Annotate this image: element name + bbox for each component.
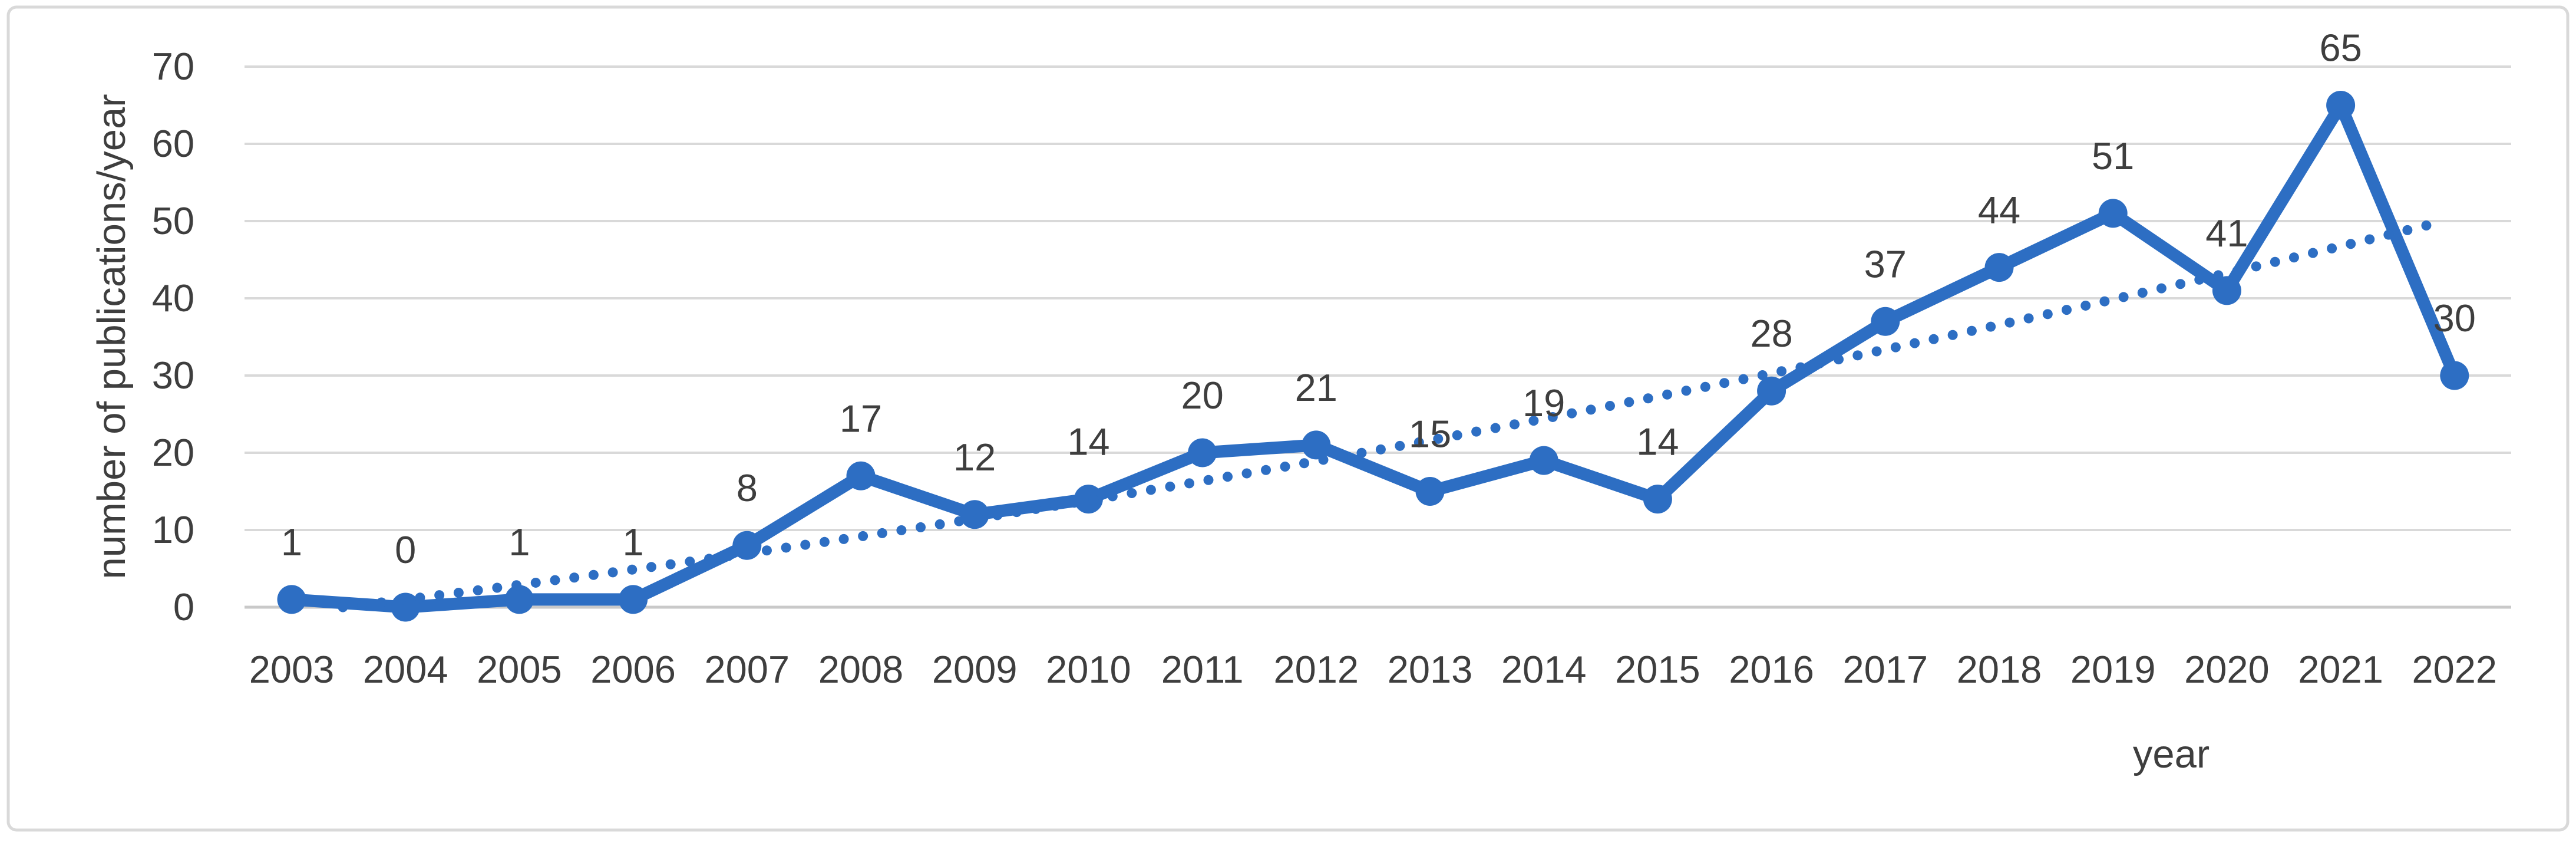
x-tick-2019: 2019 [2070, 648, 2156, 691]
y-axis-tick-labels: 0 10 20 30 40 50 60 70 [152, 45, 194, 628]
marker-2022 [2440, 361, 2469, 390]
marker-2007 [732, 531, 762, 560]
marker-2019 [2098, 199, 2128, 228]
marker-2011 [1188, 438, 1217, 467]
publications-series [277, 91, 2469, 622]
marker-2020 [2212, 276, 2241, 305]
x-tick-2008: 2008 [818, 648, 904, 691]
y-axis-title: number of publications/year [90, 94, 134, 579]
y-tick-40: 40 [152, 276, 194, 320]
x-tick-2021: 2021 [2298, 648, 2383, 691]
data-label-2011: 20 [1181, 374, 1223, 417]
x-tick-2011: 2011 [1161, 648, 1244, 691]
data-label-2003: 1 [281, 521, 302, 564]
data-label-2007: 8 [737, 466, 758, 509]
y-tick-0: 0 [173, 585, 194, 628]
x-tick-2020: 2020 [2184, 648, 2270, 691]
x-axis-title: year [2133, 732, 2210, 776]
x-tick-2007: 2007 [704, 648, 790, 691]
data-label-2020: 41 [2205, 212, 2248, 255]
x-tick-2004: 2004 [363, 648, 448, 691]
data-label-2010: 14 [1067, 420, 1109, 463]
marker-2012 [1302, 430, 1331, 460]
data-label-2012: 21 [1295, 366, 1337, 409]
x-tick-2013: 2013 [1388, 648, 1473, 691]
marker-2009 [960, 500, 989, 529]
x-tick-2014: 2014 [1501, 648, 1587, 691]
marker-2017 [1871, 307, 1900, 336]
x-tick-2010: 2010 [1046, 648, 1131, 691]
marker-2006 [619, 585, 648, 614]
data-label-2018: 44 [1978, 189, 2020, 232]
x-tick-2016: 2016 [1729, 648, 1814, 691]
data-label-2006: 1 [623, 521, 644, 564]
dotted-trendline [338, 218, 2443, 613]
publications-line [285, 99, 2461, 614]
data-label-2013: 15 [1409, 413, 1451, 456]
data-label-2017: 37 [1864, 242, 1907, 285]
x-tick-2022: 2022 [2412, 648, 2497, 691]
trendline-series [338, 218, 2443, 613]
y-tick-30: 30 [152, 354, 194, 397]
y-tick-70: 70 [152, 45, 194, 88]
marker-2008 [846, 461, 876, 490]
y-tick-60: 60 [152, 122, 194, 165]
marker-2015 [1643, 485, 1672, 514]
data-label-2019: 51 [2092, 134, 2134, 177]
data-label-2009: 12 [953, 436, 996, 479]
gridlines [245, 65, 2511, 609]
data-label-2005: 1 [508, 521, 530, 564]
data-label-2021: 65 [2319, 27, 2362, 70]
data-label-2008: 17 [840, 397, 882, 440]
marker-2005 [504, 585, 534, 614]
marker-2014 [1529, 446, 1558, 475]
data-label-2004: 0 [395, 528, 416, 571]
marker-2021 [2326, 91, 2356, 120]
data-label-2016: 28 [1750, 312, 1792, 355]
x-tick-2017: 2017 [1842, 648, 1928, 691]
x-tick-2018: 2018 [1957, 648, 2042, 691]
marker-2016 [1757, 376, 1786, 406]
marker-2003 [277, 585, 306, 614]
marker-2013 [1415, 477, 1445, 506]
y-tick-20: 20 [152, 431, 194, 474]
data-label-2022: 30 [2433, 297, 2476, 340]
data-label-2014: 19 [1523, 381, 1565, 424]
x-tick-2012: 2012 [1273, 648, 1359, 691]
x-tick-2015: 2015 [1615, 648, 1700, 691]
data-label-2015: 14 [1636, 420, 1679, 463]
y-tick-10: 10 [152, 508, 194, 551]
y-tick-50: 50 [152, 199, 194, 242]
x-tick-2003: 2003 [249, 648, 335, 691]
x-tick-2005: 2005 [477, 648, 562, 691]
data-labels: 1 0 1 1 8 17 12 14 20 21 15 19 14 28 37 44 51 41 65 30 [281, 27, 2476, 572]
chart-border [6, 5, 2570, 832]
x-tick-2009: 2009 [932, 648, 1018, 691]
x-axis-tick-labels: 2003 2004 2005 2006 2007 2008 2009 2010 2011 2012… [249, 648, 2497, 691]
marker-2018 [1984, 253, 2014, 282]
x-tick-2006: 2006 [590, 648, 676, 691]
